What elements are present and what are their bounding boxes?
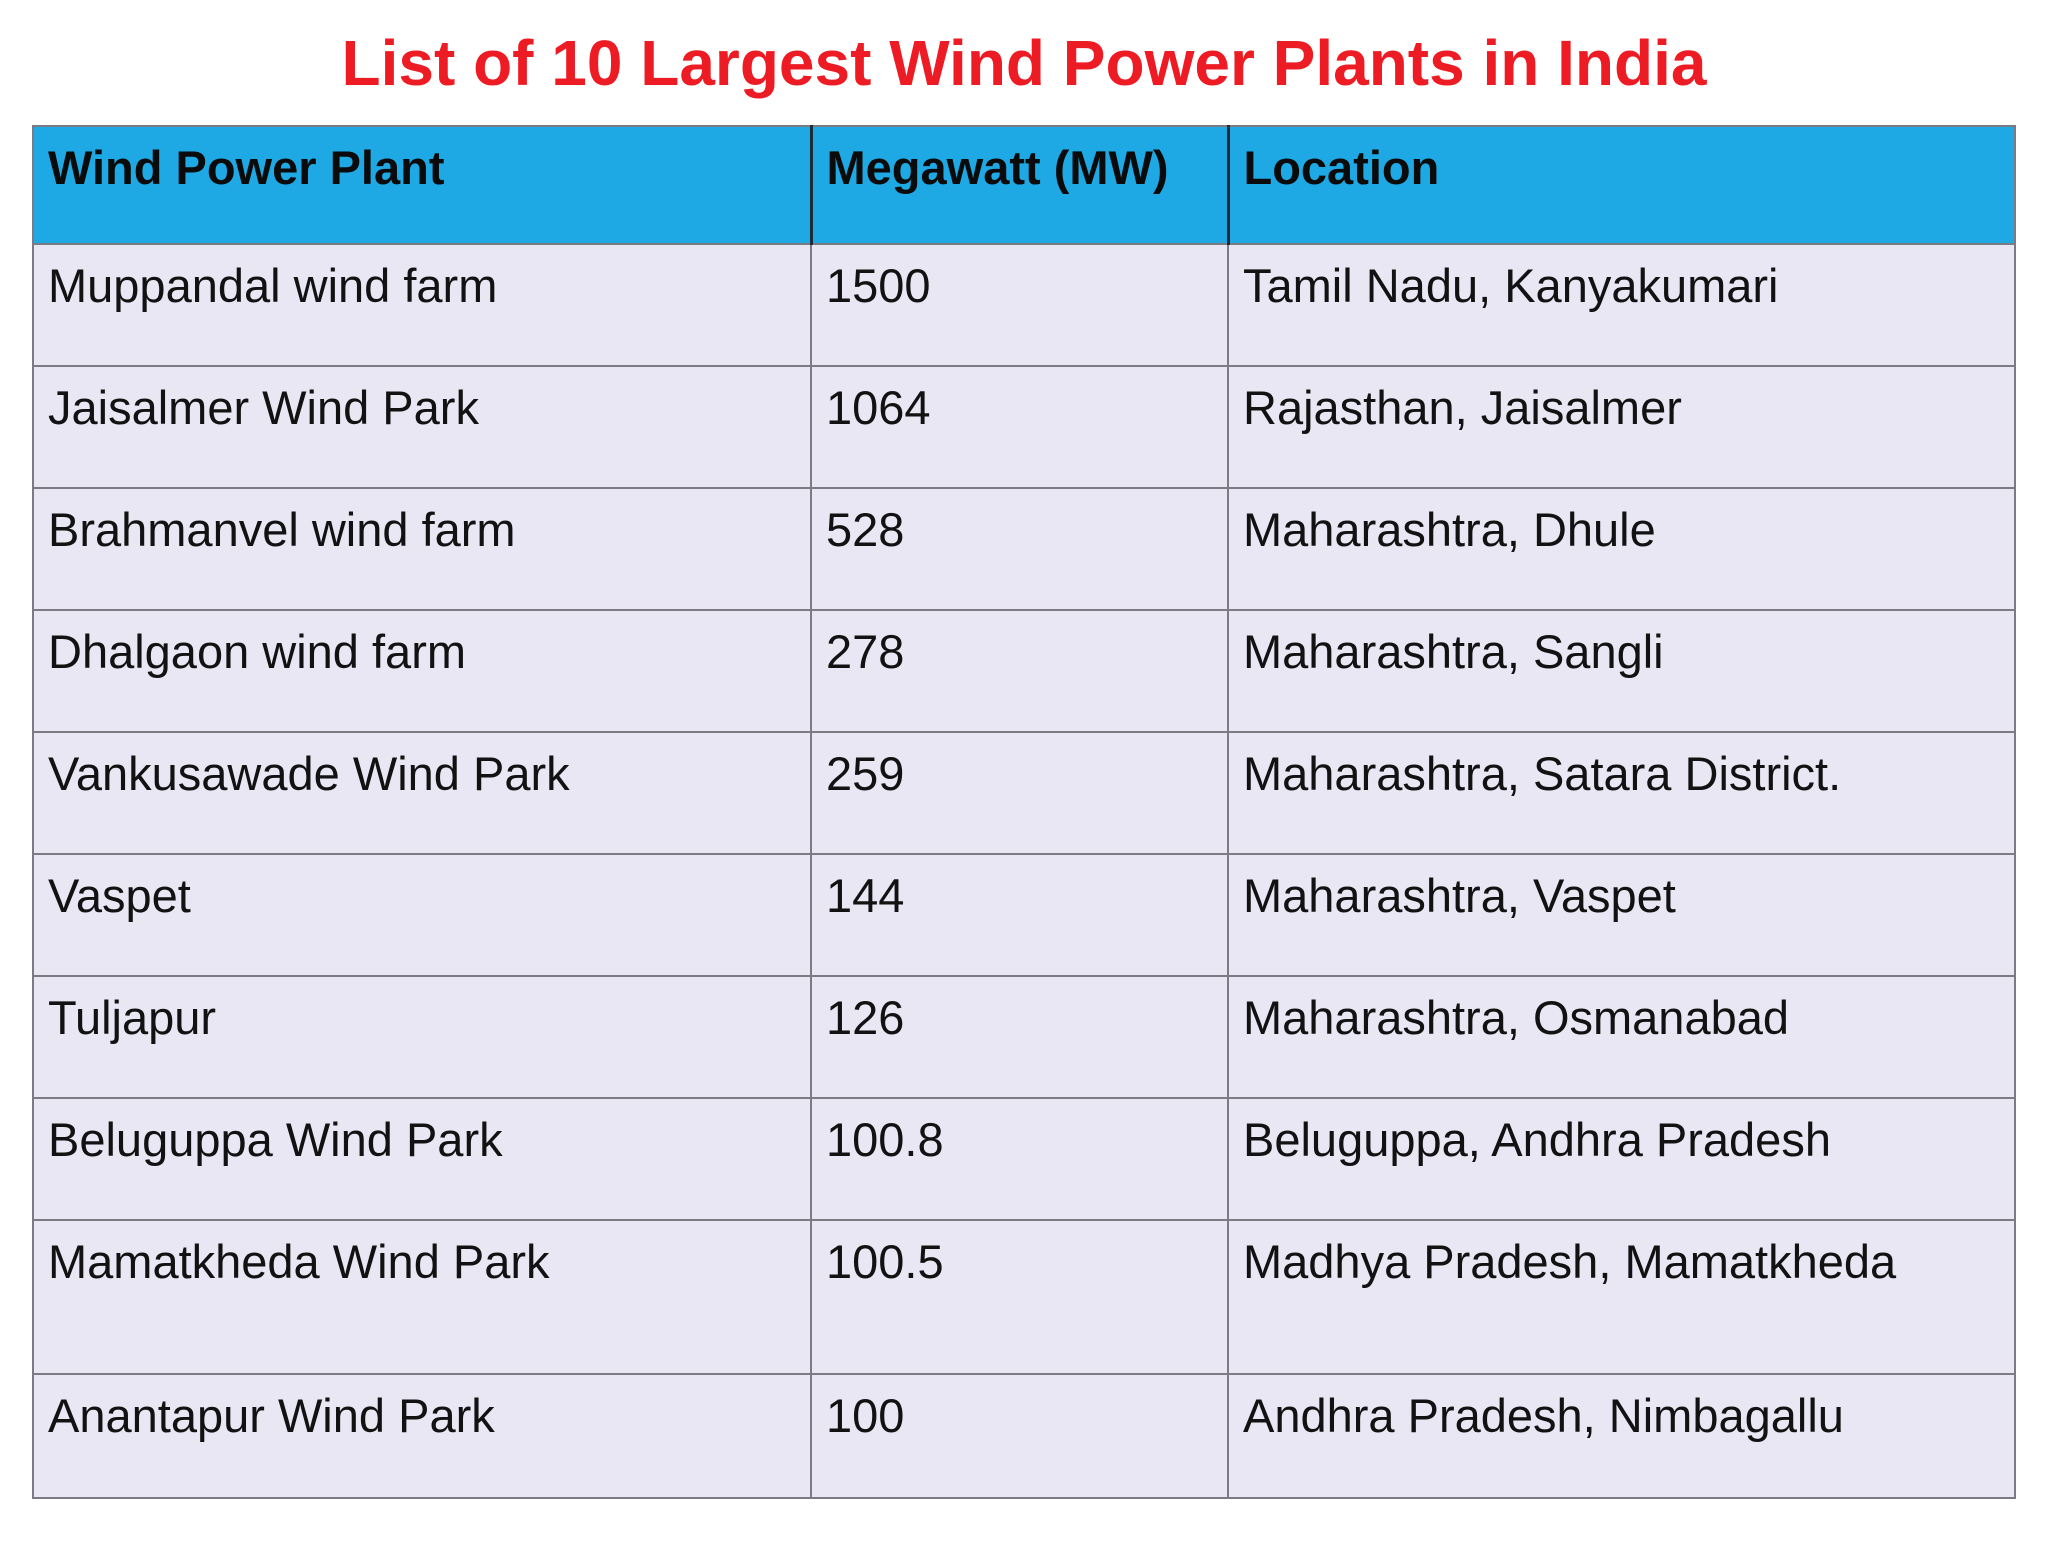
cell-mw: 528: [810, 487, 1229, 612]
cell-mw: 100: [810, 1373, 1229, 1500]
cell-plant: Jaisalmer Wind Park: [32, 365, 812, 490]
cell-location: Rajasthan, Jaisalmer: [1227, 365, 2016, 490]
slide-page: List of 10 Largest Wind Power Plants in …: [0, 22, 2048, 1500]
header-row: Wind Power Plant Megawatt (MW) Location: [32, 125, 2016, 246]
cell-plant: Beluguppa Wind Park: [32, 1097, 812, 1222]
table-row: Jaisalmer Wind Park 1064 Rajasthan, Jaisal…: [32, 365, 2016, 490]
cell-mw: 1064: [810, 365, 1229, 490]
cell-location: Tamil Nadu, Kanyakumari: [1227, 243, 2016, 368]
cell-mw: 278: [810, 609, 1229, 734]
cell-location: Maharashtra, Dhule: [1227, 487, 2016, 612]
cell-plant: Tuljapur: [32, 975, 812, 1100]
cell-location: Maharashtra, Sangli: [1227, 609, 2016, 734]
table-row: Tuljapur 126 Maharashtra, Osmanabad: [32, 975, 2016, 1100]
cell-location: Maharashtra, Satara District.: [1227, 731, 2016, 856]
cell-location: Maharashtra, Osmanabad: [1227, 975, 2016, 1100]
col-header-plant: Wind Power Plant: [32, 125, 812, 246]
table-row: Brahmanvel wind farm 528 Maharashtra, Dhul…: [32, 487, 2016, 612]
cell-mw: 100.8: [810, 1097, 1229, 1222]
cell-plant: Muppandal wind farm: [32, 243, 812, 368]
cell-mw: 100.5: [810, 1219, 1229, 1376]
col-header-location: Location: [1226, 125, 2016, 246]
table-row: Beluguppa Wind Park 100.8 Beluguppa, Andhr…: [32, 1097, 2016, 1222]
cell-location: Madhya Pradesh, Mamatkheda: [1227, 1219, 2016, 1376]
table-row: Vankusawade Wind Park 259 Maharashtra, Sat…: [32, 731, 2016, 856]
table-row: Anantapur Wind Park 100 Andhra Pradesh, Ni…: [32, 1373, 2016, 1500]
cell-location: Andhra Pradesh, Nimbagallu: [1227, 1373, 2016, 1500]
cell-mw: 1500: [810, 243, 1229, 368]
table-row: Muppandal wind farm 1500 Tamil Nadu, Kanya…: [32, 243, 2016, 368]
cell-plant: Vankusawade Wind Park: [32, 731, 812, 856]
table-row: Mamatkheda Wind Park 100.5 Madhya Pradesh,…: [32, 1219, 2016, 1376]
cell-plant: Anantapur Wind Park: [32, 1373, 812, 1500]
cell-mw: 144: [810, 853, 1229, 978]
cell-mw: 259: [810, 731, 1229, 856]
cell-plant: Dhalgaon wind farm: [32, 609, 812, 734]
col-header-megawatt: Megawatt (MW): [809, 125, 1229, 246]
wind-plants-table: Wind Power Plant Megawatt (MW) Location …: [32, 125, 2016, 1500]
table-row: Dhalgaon wind farm 278 Maharashtra, Sangli: [32, 609, 2016, 734]
table-row: Vaspet 144 Maharashtra, Vaspet: [32, 853, 2016, 978]
cell-mw: 126: [810, 975, 1229, 1100]
page-title: List of 10 Largest Wind Power Plants in …: [341, 27, 1707, 99]
cell-plant: Brahmanvel wind farm: [32, 487, 812, 612]
cell-location: Maharashtra, Vaspet: [1227, 853, 2016, 978]
cell-location: Beluguppa, Andhra Pradesh: [1227, 1097, 2016, 1222]
cell-plant: Mamatkheda Wind Park: [32, 1219, 812, 1376]
cell-plant: Vaspet: [32, 853, 812, 978]
